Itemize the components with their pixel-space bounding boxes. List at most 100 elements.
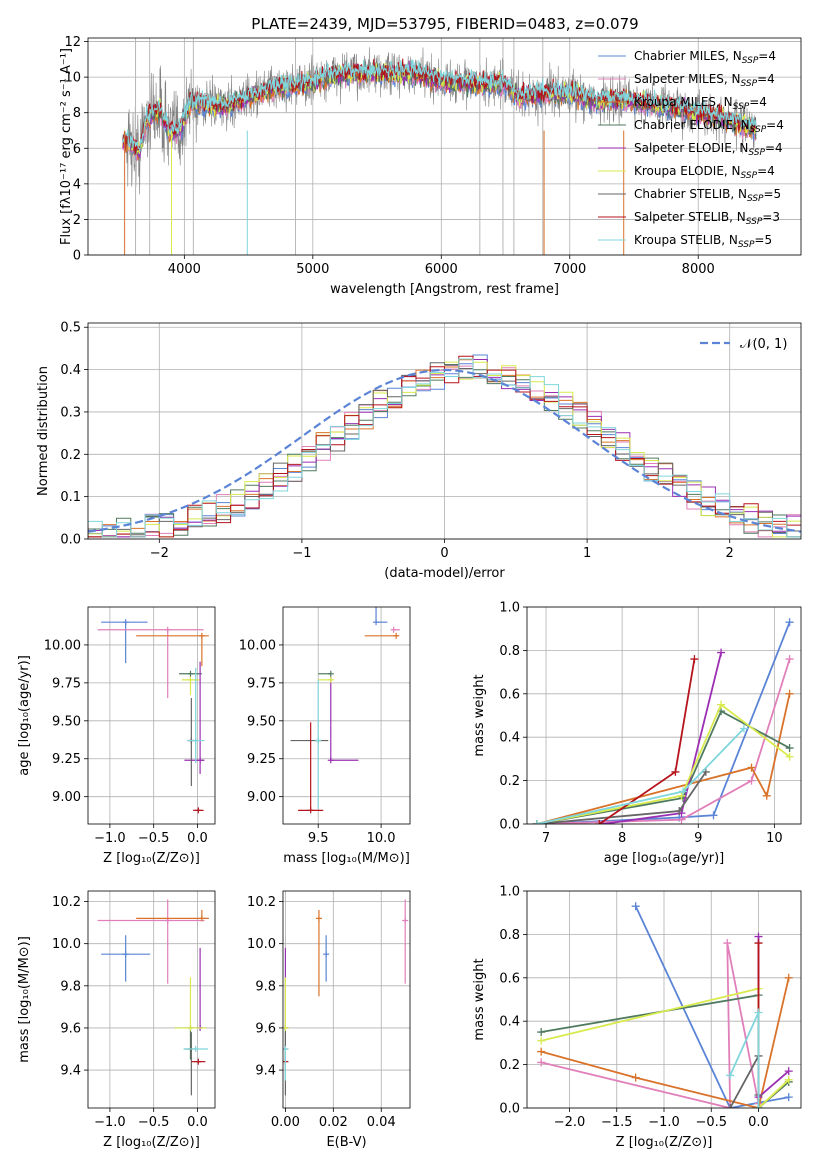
x-tick-label: −0.5: [695, 1115, 727, 1130]
y-axis-label: Normed distribution: [36, 366, 51, 496]
y-tick-label: 9.4: [60, 1064, 81, 1079]
y-tick-label: 10.2: [52, 895, 81, 910]
y-tick-label: 10.0: [247, 937, 276, 952]
y-tick-label: 0.2: [60, 448, 81, 463]
errorbar-point-sa_stelib: [298, 722, 324, 814]
x-tick-label: 0.0: [748, 1115, 769, 1130]
weight-marker-ch_miles: [631, 902, 640, 911]
weight-marker-sa_elodie: [784, 1067, 793, 1076]
y-tick-label: 9.50: [247, 714, 276, 729]
weight-marker-kr_stelib: [679, 787, 688, 796]
weight-marker-kr_stelib: [532, 820, 541, 824]
weight-marker-kr_miles: [762, 791, 771, 800]
weight_vs_Z-frame: [526, 890, 802, 1109]
weight-marker-kr_miles: [747, 763, 756, 772]
y-tick-label: 0.1: [60, 490, 81, 505]
x-tick-label: −1: [292, 546, 311, 561]
weight-marker-kr_elodie: [717, 700, 726, 709]
y-tick-label: 9.50: [52, 714, 81, 729]
y-tick-label: 9.75: [247, 676, 276, 691]
x-tick-label: 0.02: [319, 1115, 348, 1130]
weight-marker-kr_elodie: [784, 1075, 793, 1084]
errorbar-point-kr_miles: [315, 909, 322, 997]
weight-line-kr_miles: [540, 977, 790, 1108]
spectrum-legend: Chabrier MILES, NSSP=4 Salpeter MILES, NS…: [598, 49, 784, 250]
x-axis-label: E(B-V): [326, 1135, 366, 1150]
normal-curve: [88, 368, 801, 533]
y-tick-label: 10.00: [44, 638, 81, 653]
y-tick-label: 0.8: [499, 644, 520, 659]
legend-entry-sa_elodie: Salpeter ELODIE, NSSP=4: [634, 141, 783, 158]
y-tick-label: 9.6: [255, 1021, 276, 1036]
x-tick-label: 10.0: [367, 831, 396, 846]
weight-marker-kr_miles: [631, 1073, 640, 1082]
model-spectrum-kr_stelib: [122, 59, 757, 152]
age_vs_Z-frame: [87, 606, 216, 825]
x-tick-label: 10: [766, 831, 783, 846]
mass_vs_Z-frame: [87, 890, 216, 1109]
weight-marker-kr_miles: [784, 973, 793, 982]
legend-entry-kr_stelib: Kroupa STELIB, NSSP=5: [634, 233, 772, 250]
residuals-axes: −2 −1 0 1 2 0.0 0.1 0.2 0.3 0.4 0.5 (data-model)/er…: [60, 321, 801, 581]
errorbar-point-ch_miles: [323, 935, 330, 982]
x-tick-label: −2: [150, 546, 169, 561]
y-tick-label: 0.0: [499, 1102, 520, 1117]
x-axis-label: Z [log₁₀(Z/Z⊙)]: [103, 851, 200, 866]
x-tick-label: −1.0: [94, 1115, 126, 1130]
y-tick-label: 6: [73, 142, 81, 157]
age_vs_Z-axes: −1.0 −0.5 0.0 9.00 9.25 9.50 9.75 10.00 Z [log₁₀…: [44, 607, 215, 866]
weight_vs_age-plot-area: [532, 618, 794, 824]
age_vs_mass-axes: 9.5 10.0 9.00 9.25 9.50 9.75 10.00 mass [log₁₀(…: [239, 607, 410, 866]
weight-marker-sa_miles: [537, 1058, 546, 1067]
weight-marker-ch_miles: [784, 1093, 793, 1102]
errorbar-point-ch_elodie: [179, 670, 202, 677]
weight-marker-ch_elodie: [785, 744, 794, 753]
residuals-legend: 𝒩(0, 1): [700, 337, 787, 352]
age_vs_Z-plot-area: [97, 619, 209, 814]
weight-line-ch_miles: [536, 621, 791, 824]
y-axis-label: mass weight: [472, 674, 487, 756]
legend-entry-sa_miles: Salpeter MILES, NSSP=4: [634, 72, 775, 89]
y-tick-label: 0.8: [499, 928, 520, 943]
x-tick-label: −0.5: [138, 831, 170, 846]
legend-entry-kr_elodie: Kroupa ELODIE, NSSP=4: [634, 164, 775, 181]
y-tick-label: 0.6: [499, 971, 520, 986]
y-tick-label: 0.2: [499, 1058, 520, 1073]
weight-marker-sa_stelib: [754, 939, 763, 948]
errorbar-point-sa_elodie: [327, 676, 359, 764]
mass_vs_EBV-frame: [282, 890, 411, 1109]
y-tick-label: 4: [73, 177, 81, 192]
x-tick-label: 0.00: [271, 1115, 300, 1130]
weight-line-ch_miles: [634, 905, 789, 1108]
y-tick-label: 9.75: [52, 676, 81, 691]
weight-marker-ch_stelib: [675, 806, 684, 815]
mass_vs_EBV-axes: 0.00 0.02 0.04 9.4 9.6 9.8 10.0 10.2 E(B-V): [247, 891, 410, 1150]
legend-entry-ch_miles: Chabrier MILES, NSSP=4: [634, 49, 776, 66]
residual-hist-sa_stelib: [88, 355, 801, 538]
residual-hist-ch_stelib: [88, 362, 801, 538]
x-tick-label: 6000: [425, 262, 458, 277]
x-tick-label: 0.0: [187, 831, 208, 846]
errorbar-point-sa_elodie: [184, 661, 205, 774]
weight-marker-kr_elodie: [677, 791, 686, 800]
y-axis-label: mass [log₁₀(M/M⊙)]: [17, 936, 32, 1063]
errorbar-point-sa_stelib: [193, 807, 204, 814]
errorbar-point-ch_elodie: [318, 670, 334, 677]
errorbar-point-ch_miles: [101, 619, 148, 664]
weight-marker-kr_stelib: [726, 1071, 735, 1080]
weight-marker-kr_stelib: [754, 1104, 763, 1108]
x-axis-label: Z [log₁₀(Z/Z⊙)]: [616, 1135, 713, 1150]
y-tick-label: 10.2: [247, 895, 276, 910]
errorbar-point-kr_elodie: [174, 977, 207, 1031]
errorbar-point-kr_stelib: [315, 679, 322, 809]
y-axis-label: mass weight: [472, 958, 487, 1040]
weight-marker-ch_elodie: [537, 1028, 546, 1037]
x-tick-label: 0: [440, 546, 448, 561]
weight-marker-kr_miles: [785, 689, 794, 698]
y-tick-label: 9.8: [60, 979, 81, 994]
weight-marker-kr_elodie: [537, 1036, 546, 1045]
y-tick-label: 9.4: [255, 1064, 276, 1079]
weight-line-kr_miles: [536, 693, 791, 824]
age_vs_mass-plot-area: [290, 607, 400, 814]
x-tick-label: 4000: [168, 262, 201, 277]
